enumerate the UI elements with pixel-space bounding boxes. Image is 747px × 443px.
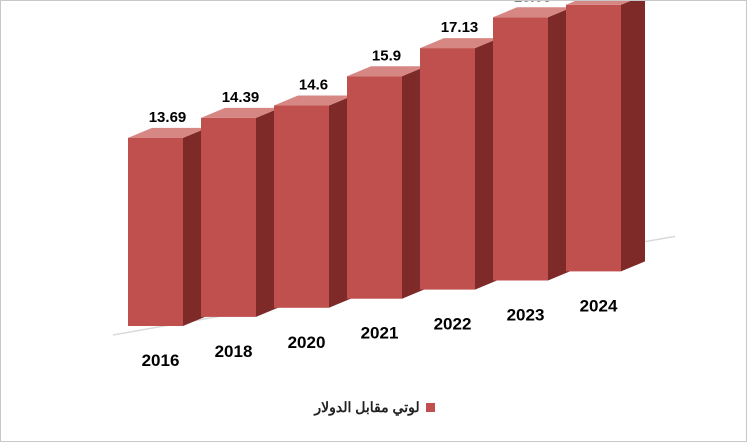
legend: لوتي مقابل الدولار <box>1 399 747 416</box>
bar-top <box>274 95 353 106</box>
bar-2020 <box>274 95 353 308</box>
category-label: 2020 <box>288 333 326 352</box>
legend-label: لوتي مقابل الدولار <box>314 399 420 415</box>
category-label: 2021 <box>361 324 399 343</box>
value-label: 15.9 <box>372 47 401 64</box>
bar-top <box>420 38 499 49</box>
category-label: 2023 <box>507 306 545 325</box>
bar-top <box>128 127 207 138</box>
bar-top <box>493 7 572 18</box>
bar-front <box>201 117 256 317</box>
category-label: 2018 <box>215 342 253 361</box>
bar-2016 <box>128 127 207 326</box>
bar-top <box>566 1 631 5</box>
bar-front <box>420 48 475 290</box>
bar-front <box>128 137 183 326</box>
category-label: 2024 <box>580 296 618 315</box>
bar-front <box>274 105 329 308</box>
bar-top <box>347 66 426 77</box>
bar-front <box>566 4 621 272</box>
bar-side <box>621 1 645 272</box>
bar-front <box>347 76 402 299</box>
value-label: 13.69 <box>149 109 187 126</box>
value-label: 14.39 <box>222 89 260 106</box>
bar-top <box>201 107 280 118</box>
legend-swatch <box>425 403 435 412</box>
bar-2024 <box>566 1 645 272</box>
value-label: 14.6 <box>299 77 328 94</box>
bar-2018 <box>201 107 280 317</box>
bar-2021 <box>347 66 426 299</box>
bar-2022 <box>420 38 499 290</box>
value-label: 18.53 <box>514 1 552 5</box>
bar-front <box>493 17 548 281</box>
legend-item: لوتي مقابل الدولار <box>314 399 435 416</box>
category-label: 2016 <box>142 351 180 370</box>
value-label: 17.13 <box>441 19 479 36</box>
category-label: 2022 <box>434 315 472 334</box>
bar-2023 <box>493 7 572 281</box>
